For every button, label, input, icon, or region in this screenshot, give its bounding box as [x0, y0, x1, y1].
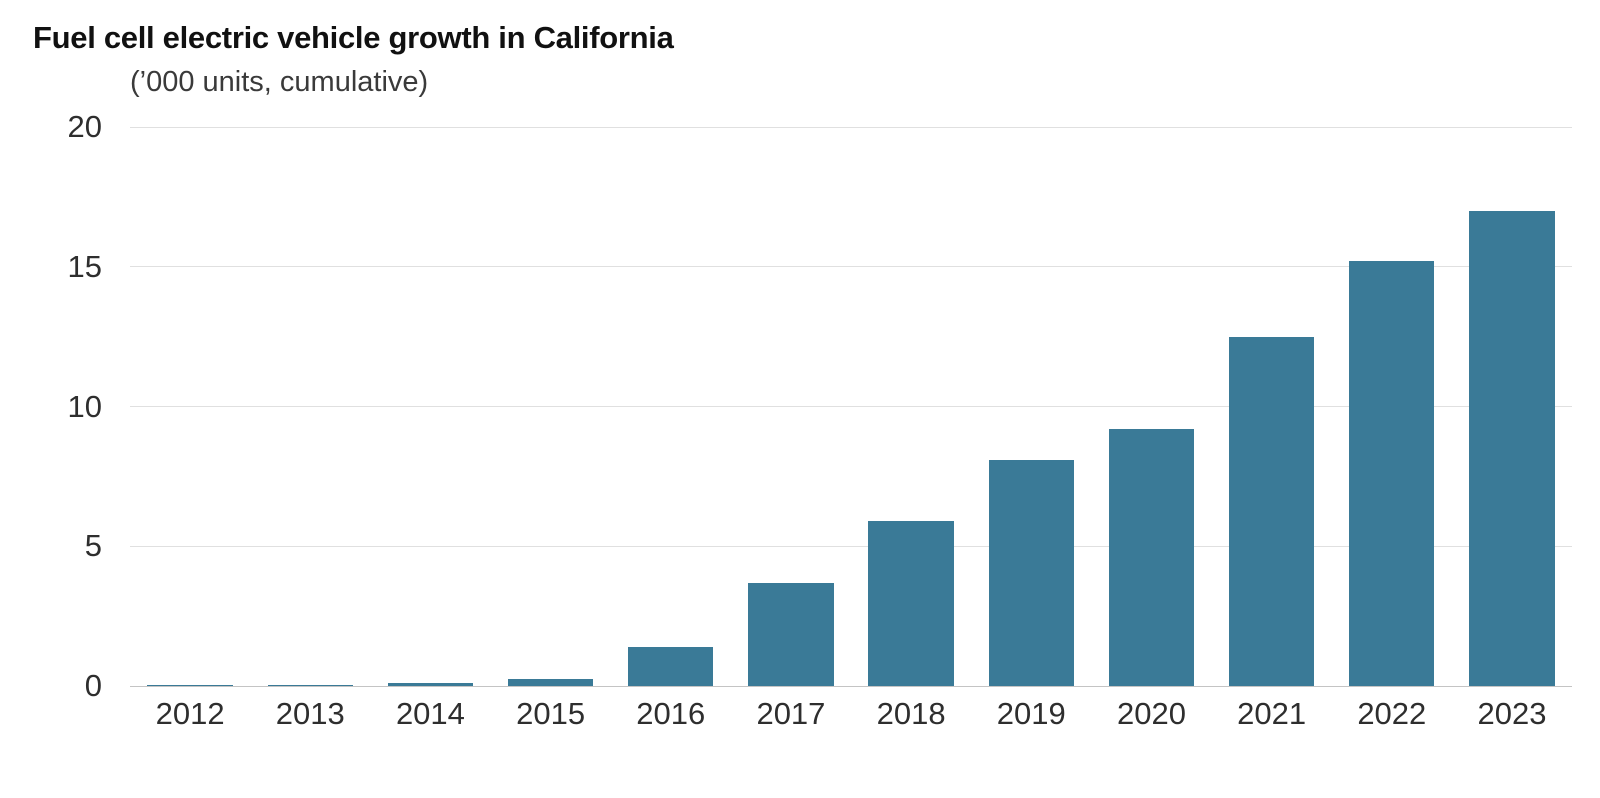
- y-axis-labels: 0 5 10 15 20: [0, 109, 116, 703]
- y-tick-label: 20: [67, 109, 102, 144]
- bar-slot: [731, 127, 851, 686]
- x-tick-label: 2019: [996, 696, 1066, 731]
- y-tick-label: 0: [84, 668, 102, 703]
- bar-2015: [507, 679, 594, 686]
- x-tick-label: 2015: [516, 696, 586, 731]
- bar-2019: [988, 459, 1074, 686]
- bar-slot: [1212, 127, 1332, 686]
- bar-slot: [250, 127, 370, 686]
- bar-2021: [1228, 336, 1315, 686]
- gridline: [130, 126, 1572, 128]
- bars-container: [130, 127, 1572, 686]
- y-tick-label: 5: [84, 528, 102, 564]
- zero-gridline: [130, 685, 1572, 687]
- x-tick-label: 2016: [636, 696, 706, 731]
- x-tick-label: 2022: [1357, 696, 1427, 731]
- bar-slot: [971, 127, 1091, 686]
- bar-2013: [267, 684, 353, 686]
- plot-area: [130, 126, 1572, 687]
- chart-subtitle: (’000 units, cumulative): [130, 66, 429, 98]
- x-tick-label: 2014: [395, 696, 465, 731]
- gridline: [130, 406, 1572, 407]
- bar-2018: [868, 521, 954, 686]
- bar-2020: [1108, 428, 1195, 686]
- bar-2016: [628, 646, 714, 686]
- bar-2022: [1349, 261, 1435, 686]
- y-tick-label: 15: [67, 248, 102, 284]
- bar-slot: [1332, 127, 1452, 686]
- bar-2023: [1469, 210, 1555, 686]
- gridline: [130, 545, 1572, 547]
- y-tick-label: 10: [67, 388, 102, 424]
- x-tick-label: 2013: [275, 696, 345, 731]
- bar-2014: [387, 683, 474, 686]
- bar-slot: [370, 127, 490, 686]
- x-tick-label: 2012: [155, 696, 225, 731]
- x-tick-label: 2017: [756, 696, 826, 731]
- bar-slot: [1452, 127, 1572, 686]
- x-axis-labels: 2012 2013 2014 2015 2016 2017 2018 2019 2020 2021…: [130, 696, 1572, 732]
- bar-slot: [491, 127, 611, 686]
- bar-2017: [748, 582, 834, 686]
- bar-slot: [851, 127, 971, 686]
- bar-slot: [1091, 127, 1211, 686]
- x-tick-label: 2020: [1116, 696, 1186, 731]
- x-tick-label: 2023: [1477, 696, 1547, 731]
- bar-2012: [147, 685, 233, 686]
- gridline: [130, 266, 1572, 268]
- chart-title: Fuel cell electric vehicle growth in Cal…: [33, 20, 674, 55]
- x-tick-label: 2021: [1237, 696, 1307, 731]
- bar-slot: [611, 127, 731, 686]
- x-tick-label: 2018: [876, 696, 946, 731]
- bar-slot: [130, 127, 250, 686]
